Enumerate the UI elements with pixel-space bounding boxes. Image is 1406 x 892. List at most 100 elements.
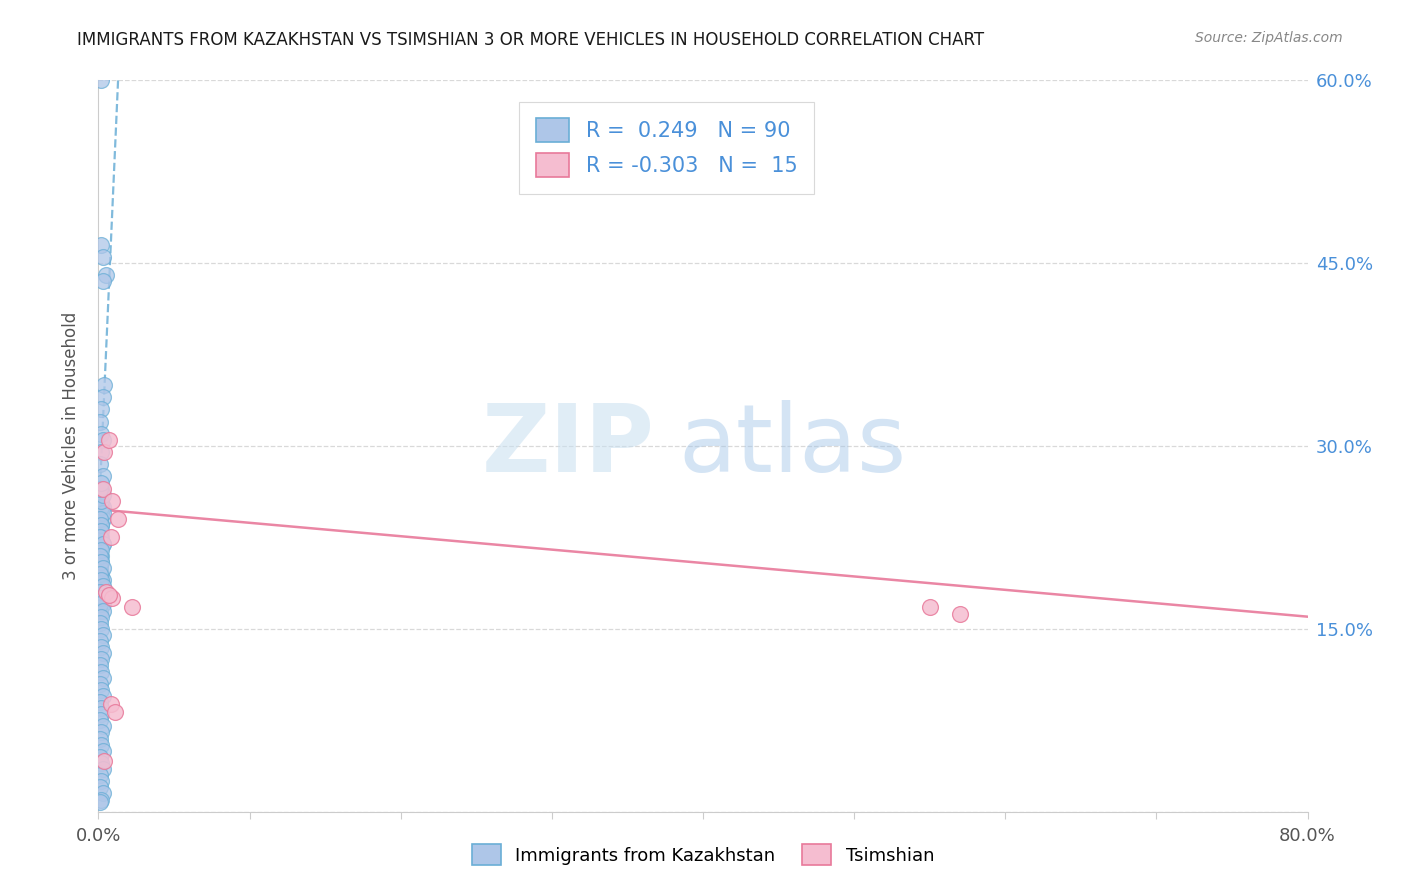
Point bbox=[89, 714, 111, 728]
Point bbox=[91, 488, 114, 502]
Point bbox=[93, 754, 115, 768]
Point bbox=[89, 634, 111, 648]
Point bbox=[100, 698, 122, 712]
Point bbox=[91, 719, 114, 733]
Point bbox=[90, 579, 112, 593]
Point bbox=[104, 705, 127, 719]
Point bbox=[89, 658, 111, 673]
Point bbox=[90, 506, 112, 520]
Point bbox=[91, 628, 114, 642]
Point bbox=[89, 542, 111, 557]
Point bbox=[90, 701, 112, 715]
Point bbox=[90, 738, 112, 752]
Point bbox=[89, 415, 111, 429]
Point bbox=[90, 530, 112, 544]
Point bbox=[89, 603, 111, 617]
Point bbox=[91, 390, 114, 404]
Point bbox=[91, 598, 114, 612]
Point bbox=[94, 585, 117, 599]
Point bbox=[91, 579, 114, 593]
Point bbox=[89, 598, 111, 612]
Point bbox=[101, 494, 124, 508]
Point bbox=[89, 500, 111, 514]
Point bbox=[89, 585, 111, 599]
Point bbox=[90, 707, 112, 722]
Point bbox=[91, 536, 114, 550]
Point bbox=[90, 402, 112, 417]
Text: ZIP: ZIP bbox=[482, 400, 655, 492]
Point bbox=[90, 591, 112, 606]
Point bbox=[89, 795, 111, 809]
Point bbox=[90, 494, 112, 508]
Point bbox=[90, 518, 112, 533]
Point bbox=[90, 665, 112, 679]
Point bbox=[91, 603, 114, 617]
Point bbox=[89, 615, 111, 630]
Point bbox=[90, 567, 112, 582]
Point bbox=[90, 482, 112, 496]
Point bbox=[91, 274, 114, 288]
Point bbox=[90, 774, 112, 789]
Point bbox=[90, 756, 112, 770]
Point bbox=[90, 542, 112, 557]
Point bbox=[93, 378, 115, 392]
Point bbox=[89, 676, 111, 690]
Point bbox=[91, 482, 114, 496]
Text: IMMIGRANTS FROM KAZAKHSTAN VS TSIMSHIAN 3 OR MORE VEHICLES IN HOUSEHOLD CORRELAT: IMMIGRANTS FROM KAZAKHSTAN VS TSIMSHIAN … bbox=[77, 31, 984, 49]
Point bbox=[89, 457, 111, 471]
Point bbox=[90, 555, 112, 569]
Point bbox=[90, 549, 112, 563]
Point bbox=[89, 561, 111, 575]
Point bbox=[90, 682, 112, 697]
Point bbox=[89, 482, 111, 496]
Point bbox=[91, 536, 114, 550]
Point bbox=[91, 762, 114, 776]
Point bbox=[91, 689, 114, 703]
Point bbox=[91, 500, 114, 514]
Point bbox=[89, 488, 111, 502]
Y-axis label: 3 or more Vehicles in Household: 3 or more Vehicles in Household bbox=[62, 312, 80, 580]
Legend: R =  0.249   N = 90, R = -0.303   N =  15: R = 0.249 N = 90, R = -0.303 N = 15 bbox=[519, 102, 814, 194]
Point bbox=[91, 787, 114, 801]
Point bbox=[121, 599, 143, 614]
Point bbox=[90, 792, 112, 806]
Point bbox=[949, 607, 972, 622]
Point bbox=[91, 561, 114, 575]
Point bbox=[107, 512, 129, 526]
Point bbox=[90, 518, 112, 533]
Point bbox=[91, 671, 114, 685]
Point bbox=[90, 652, 112, 666]
Point bbox=[918, 599, 941, 614]
Point bbox=[90, 609, 112, 624]
Point bbox=[100, 530, 122, 544]
Point bbox=[89, 567, 111, 582]
Point bbox=[98, 433, 121, 447]
Point bbox=[89, 512, 111, 526]
Point bbox=[89, 549, 111, 563]
Point bbox=[91, 573, 114, 587]
Point bbox=[93, 445, 115, 459]
Point bbox=[90, 573, 112, 587]
Point bbox=[91, 512, 114, 526]
Point bbox=[90, 622, 112, 636]
Point bbox=[90, 494, 112, 508]
Text: atlas: atlas bbox=[679, 400, 907, 492]
Point bbox=[91, 250, 114, 264]
Point bbox=[91, 646, 114, 660]
Point bbox=[90, 475, 112, 490]
Point bbox=[90, 591, 112, 606]
Point bbox=[91, 469, 114, 483]
Point bbox=[90, 725, 112, 739]
Legend: Immigrants from Kazakhstan, Tsimshian: Immigrants from Kazakhstan, Tsimshian bbox=[464, 837, 942, 872]
Point bbox=[89, 695, 111, 709]
Point bbox=[101, 591, 124, 606]
Point bbox=[90, 640, 112, 655]
Point bbox=[89, 731, 111, 746]
Point bbox=[91, 506, 114, 520]
Point bbox=[90, 555, 112, 569]
Point bbox=[90, 73, 112, 87]
Point bbox=[89, 780, 111, 795]
Point bbox=[90, 445, 112, 459]
Text: Source: ZipAtlas.com: Source: ZipAtlas.com bbox=[1195, 31, 1343, 45]
Point bbox=[89, 749, 111, 764]
